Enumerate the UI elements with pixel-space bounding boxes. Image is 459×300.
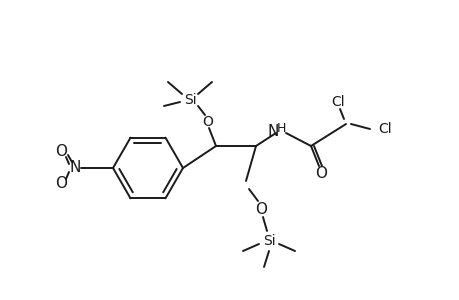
Text: Cl: Cl bbox=[330, 95, 344, 109]
Text: N: N bbox=[69, 160, 80, 175]
Text: N: N bbox=[267, 124, 278, 139]
Text: O: O bbox=[314, 166, 326, 181]
Text: O: O bbox=[202, 115, 213, 129]
Text: Si: Si bbox=[262, 234, 275, 248]
Text: O: O bbox=[254, 202, 266, 217]
Text: O: O bbox=[55, 176, 67, 191]
Text: Cl: Cl bbox=[377, 122, 391, 136]
Text: Si: Si bbox=[183, 93, 196, 107]
Text: H: H bbox=[276, 122, 285, 134]
Text: O: O bbox=[55, 145, 67, 160]
